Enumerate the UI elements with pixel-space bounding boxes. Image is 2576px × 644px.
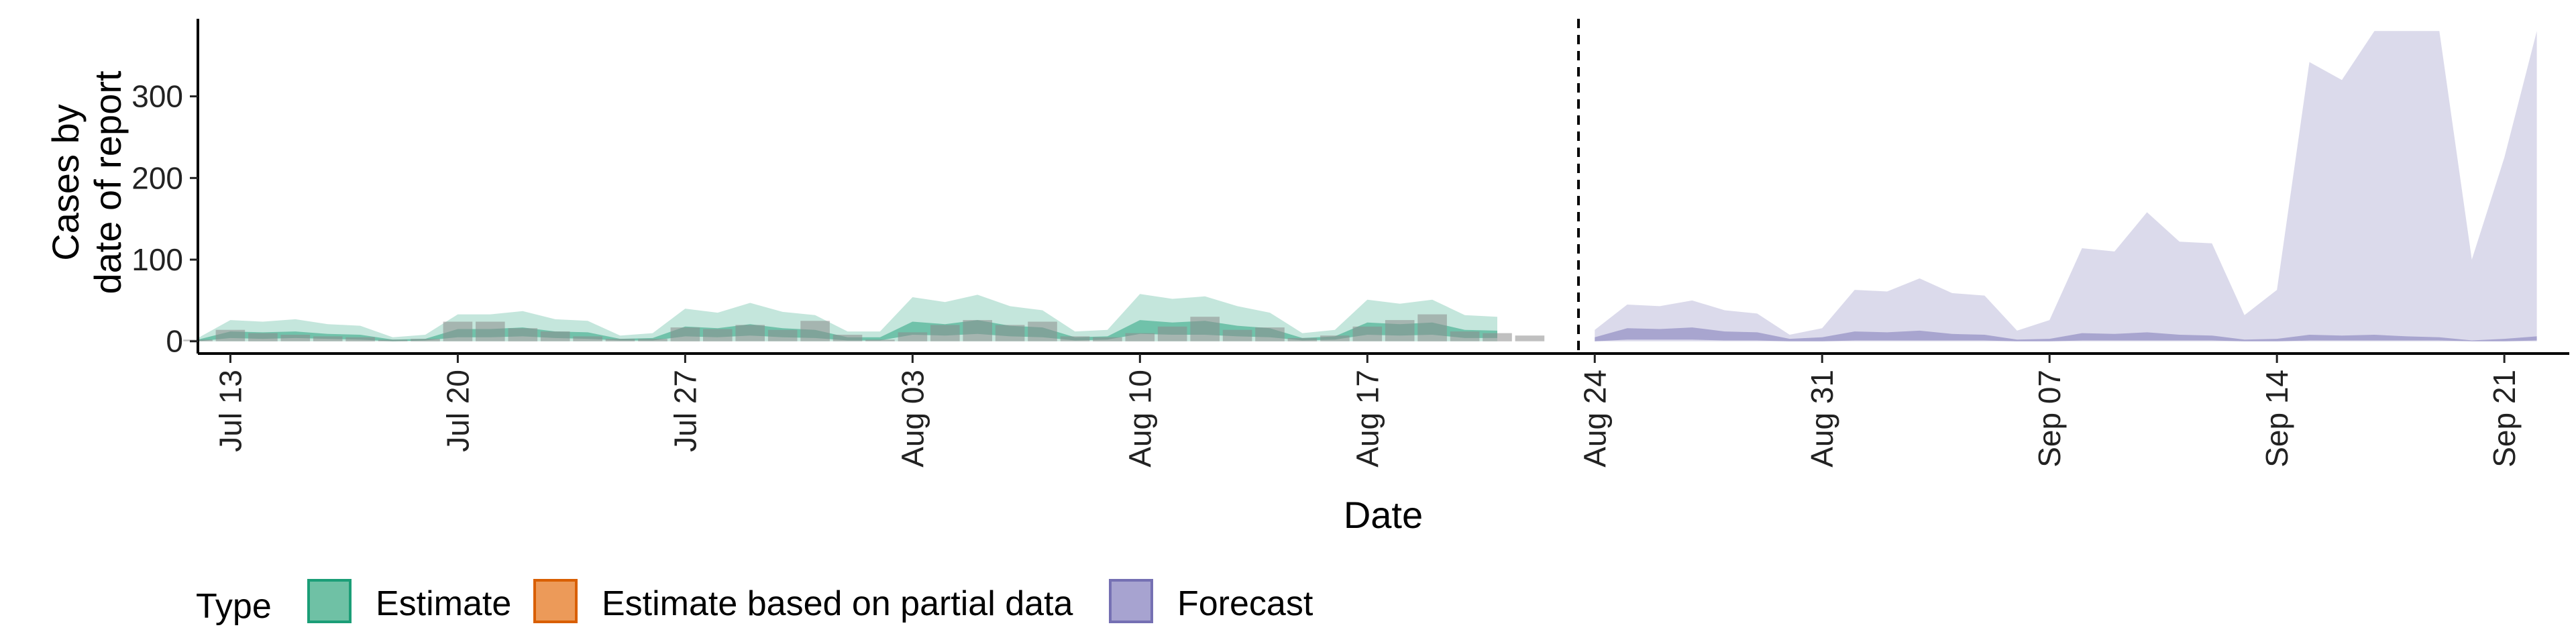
legend-key-2: [1109, 579, 1153, 623]
observed-bar: [1222, 329, 1252, 341]
x-tick-label: Aug 24: [1577, 370, 1612, 468]
axes: [197, 19, 2569, 355]
y-axis-title-line-2: date of report: [87, 70, 129, 294]
x-tick-label: Aug 03: [895, 370, 930, 468]
observed-bar: [1450, 331, 1480, 341]
y-tick-label: 200: [131, 160, 183, 195]
estimate-outer-band: [198, 294, 1497, 341]
observed-bar: [1287, 337, 1318, 341]
x-tick-label: Aug 10: [1122, 370, 1157, 468]
legend-label-2: Forecast: [1177, 584, 1313, 623]
observed-bar: [638, 339, 667, 341]
x-tick-label: Sep 14: [2259, 370, 2294, 468]
x-tick-label: Aug 31: [1805, 370, 1839, 468]
x-ticks: Jul 13 Jul 20 Jul 27 Aug 03 Aug 10 Aug 17 Aug …: [213, 354, 2522, 468]
legend: Type Estimate Estimate based on partial d…: [196, 579, 1313, 626]
observed-bar: [1028, 321, 1057, 341]
observed-bar: [1417, 314, 1447, 341]
x-tick-label: Sep 07: [2032, 370, 2067, 468]
y-axis-title: Cases by date of report: [44, 70, 129, 294]
forecast-inner-band: [1595, 327, 2537, 341]
observed-bar: [345, 337, 375, 341]
observed-bar: [865, 339, 895, 341]
x-tick-label: Jul 20: [440, 370, 475, 452]
legend-title: Type: [196, 587, 272, 626]
x-tick-label: Jul 27: [667, 370, 702, 452]
observed-bar: [735, 325, 765, 341]
legend-key-0: [307, 579, 352, 623]
observed-bar: [215, 329, 246, 341]
observed-bar: [1093, 337, 1122, 341]
observed-bar: [1483, 333, 1512, 341]
observed-bar: [898, 332, 928, 341]
observed-bar: [930, 325, 960, 341]
legend-label-0: Estimate: [376, 584, 511, 623]
observed-bar: [1157, 326, 1187, 341]
observed-bar: [833, 335, 863, 341]
y-tick-label: 100: [131, 242, 183, 277]
y-tick-label: 0: [166, 324, 183, 359]
observed-bar: [1352, 326, 1383, 341]
observed-bar: [767, 329, 798, 341]
observed-bar: [963, 320, 992, 341]
observed-bar: [280, 335, 311, 341]
observed-bar: [670, 327, 700, 341]
observed-bar: [995, 325, 1025, 341]
plot-area: [183, 19, 2537, 354]
observed-bar: [1060, 336, 1090, 341]
legend-items: Estimate Estimate based on partial data Fo…: [307, 579, 1313, 623]
observed-bar: [1190, 317, 1220, 341]
y-tick-label: 300: [131, 79, 183, 114]
observed-bar: [1255, 327, 1285, 341]
observed-bar: [248, 333, 278, 341]
observed-bar: [378, 339, 408, 341]
x-tick-label: Sep 21: [2487, 370, 2522, 468]
observed-bar: [1515, 335, 1545, 341]
observed-bar: [411, 339, 440, 341]
forecast-outer-band: [1595, 31, 2537, 341]
observed-bar: [1125, 333, 1155, 341]
observed-bar: [1385, 320, 1415, 341]
observed-bar: [476, 321, 505, 341]
observed-bar: [573, 336, 602, 341]
y-ticks: 0 100 200 300: [131, 79, 198, 359]
legend-key-1: [533, 579, 578, 623]
observed-bar: [800, 321, 830, 341]
legend-label-1: Estimate based on partial data: [602, 584, 1073, 623]
observed-bar: [540, 331, 570, 341]
observed-bar: [1320, 335, 1350, 341]
observed-bar: [313, 336, 343, 341]
observed-bar: [605, 339, 635, 341]
x-axis-title: Date: [1344, 494, 1423, 536]
y-axis-title-line-1: Cases by: [44, 104, 87, 260]
observed-bar: [443, 321, 473, 341]
x-tick-label: Aug 17: [1350, 370, 1385, 468]
observed-bar: [508, 328, 538, 341]
observed-bar: [703, 329, 733, 341]
x-tick-label: Jul 13: [213, 370, 248, 452]
